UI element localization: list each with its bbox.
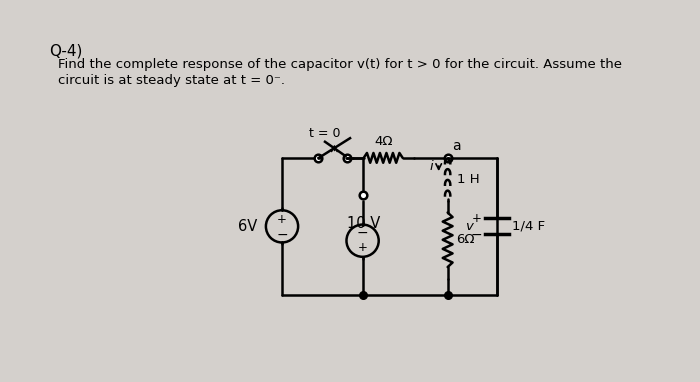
Text: a: a bbox=[452, 139, 461, 152]
Text: −: − bbox=[470, 227, 482, 241]
Text: 6V: 6V bbox=[238, 219, 257, 234]
Text: 4Ω: 4Ω bbox=[374, 135, 393, 148]
Text: −: − bbox=[276, 227, 288, 241]
Text: +: + bbox=[358, 241, 368, 254]
Text: 10 V: 10 V bbox=[347, 215, 380, 231]
Text: Q-4): Q-4) bbox=[49, 43, 83, 58]
Text: 1/4 F: 1/4 F bbox=[512, 220, 545, 233]
Text: t = 0: t = 0 bbox=[309, 127, 341, 140]
Text: v: v bbox=[465, 220, 472, 233]
Text: +: + bbox=[472, 212, 482, 225]
Text: i: i bbox=[430, 160, 433, 173]
Text: Find the complete response of the capacitor v(t) for t > 0 for the circuit. Assu: Find the complete response of the capaci… bbox=[58, 58, 622, 71]
Text: −: − bbox=[357, 226, 368, 240]
Text: 6Ω: 6Ω bbox=[456, 233, 475, 246]
Text: circuit is at steady state at t = 0⁻.: circuit is at steady state at t = 0⁻. bbox=[58, 74, 285, 87]
Text: 1 H: 1 H bbox=[456, 173, 480, 186]
Text: +: + bbox=[277, 213, 287, 226]
